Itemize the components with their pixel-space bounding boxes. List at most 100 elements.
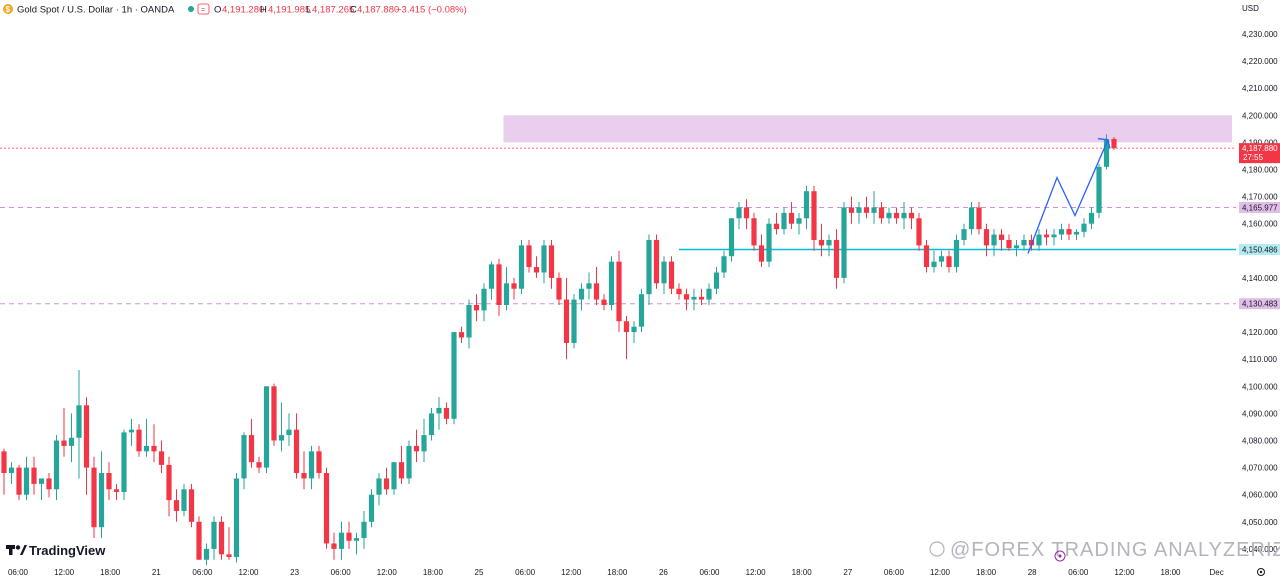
settings-gear-icon[interactable]: [1257, 568, 1265, 576]
candle-body[interactable]: [721, 256, 727, 273]
candle-body[interactable]: [503, 283, 510, 305]
candle-body[interactable]: [241, 435, 247, 479]
candle-body[interactable]: [338, 532, 345, 549]
candle-body[interactable]: [533, 267, 540, 273]
candle-body[interactable]: [796, 218, 802, 224]
candle-body[interactable]: [691, 296, 697, 300]
candle-body[interactable]: [601, 299, 607, 305]
candle-body[interactable]: [166, 464, 172, 501]
candle-body[interactable]: [848, 207, 855, 213]
candle-body[interactable]: [751, 218, 757, 246]
candle-body[interactable]: [413, 445, 420, 452]
candle-body[interactable]: [1058, 229, 1065, 235]
candle-body[interactable]: [1081, 223, 1087, 232]
candle-body[interactable]: [308, 451, 315, 479]
candle-body[interactable]: [98, 473, 105, 528]
symbol-title[interactable]: Gold Spot / U.S. Dollar · 1h · OANDA: [17, 5, 175, 16]
candle-body[interactable]: [991, 234, 997, 246]
candle-body[interactable]: [871, 207, 877, 213]
candle-body[interactable]: [376, 478, 382, 495]
candle-body[interactable]: [248, 435, 255, 463]
candle-body[interactable]: [908, 212, 915, 219]
candle-body[interactable]: [451, 332, 457, 419]
candle-body[interactable]: [706, 288, 712, 300]
candle-body[interactable]: [1096, 166, 1102, 213]
candle-body[interactable]: [781, 212, 787, 230]
candle-body[interactable]: [983, 229, 990, 246]
candle-body[interactable]: [1036, 234, 1042, 246]
candle-body[interactable]: [331, 543, 337, 549]
candle-body[interactable]: [518, 245, 525, 289]
candle-body[interactable]: [53, 440, 60, 490]
candle-body[interactable]: [353, 538, 360, 541]
candle-body[interactable]: [998, 234, 1005, 240]
candle-body[interactable]: [496, 264, 502, 305]
candle-body[interactable]: [226, 554, 232, 558]
candle-body[interactable]: [788, 212, 795, 224]
candle-body[interactable]: [286, 429, 292, 436]
candle-body[interactable]: [428, 413, 435, 436]
candle-body[interactable]: [563, 299, 570, 343]
candle-body[interactable]: [211, 521, 217, 549]
candle-body[interactable]: [526, 245, 532, 268]
candle-body[interactable]: [608, 261, 615, 305]
candle-body[interactable]: [1073, 231, 1080, 235]
event-marker-icon[interactable]: [1054, 550, 1066, 562]
candle-body[interactable]: [38, 478, 45, 484]
candle-body[interactable]: [188, 489, 195, 522]
candle-body[interactable]: [901, 212, 907, 219]
candle-body[interactable]: [1066, 229, 1072, 235]
candle-body[interactable]: [811, 191, 817, 240]
candle-body[interactable]: [661, 261, 667, 284]
candle-body[interactable]: [1111, 138, 1117, 149]
candle-body[interactable]: [878, 207, 885, 219]
candle-body[interactable]: [586, 283, 592, 289]
candle-body[interactable]: [383, 478, 390, 490]
candle-body[interactable]: [1103, 139, 1110, 167]
candle-body[interactable]: [646, 239, 652, 295]
candle-body[interactable]: [278, 435, 285, 441]
candle-body[interactable]: [76, 405, 82, 438]
candle-body[interactable]: [1013, 245, 1020, 249]
candle-body[interactable]: [361, 521, 367, 539]
candle-body[interactable]: [1021, 239, 1027, 246]
candle-body[interactable]: [511, 283, 517, 289]
candle-body[interactable]: [938, 256, 945, 262]
candle-body[interactable]: [218, 521, 225, 555]
candle-body[interactable]: [623, 321, 630, 333]
projection-path[interactable]: [1027, 139, 1109, 254]
candle-body[interactable]: [631, 326, 637, 333]
candle-body[interactable]: [841, 207, 847, 278]
candle-body[interactable]: [31, 467, 37, 484]
candle-body[interactable]: [856, 207, 862, 213]
candle-body[interactable]: [443, 407, 450, 419]
time-axis[interactable]: 06:00 12:00 18:00 21 06:00 12:00 23 06:00 12:00 1…: [8, 568, 1224, 577]
candle-body[interactable]: [68, 437, 75, 446]
candle-body[interactable]: [458, 332, 465, 338]
candle-body[interactable]: [886, 212, 892, 219]
candle-body[interactable]: [301, 473, 307, 479]
candle-body[interactable]: [713, 272, 720, 289]
candle-body[interactable]: [698, 296, 705, 300]
candle-body[interactable]: [368, 494, 375, 522]
candle-body[interactable]: [46, 478, 52, 490]
candle-body[interactable]: [571, 299, 577, 343]
candle-body[interactable]: [976, 207, 982, 230]
candle-body[interactable]: [946, 256, 952, 268]
candle-body[interactable]: [136, 429, 142, 452]
candle-body[interactable]: [316, 451, 322, 474]
candle-body[interactable]: [916, 218, 922, 246]
candle-body[interactable]: [121, 432, 127, 492]
candle-body[interactable]: [196, 521, 202, 560]
candle-body[interactable]: [293, 429, 300, 474]
candle-body[interactable]: [803, 191, 810, 219]
candle-body[interactable]: [181, 489, 187, 511]
candle-body[interactable]: [676, 288, 682, 295]
candle-body[interactable]: [826, 239, 832, 246]
resistance-zone[interactable]: [503, 115, 1233, 143]
candle-body[interactable]: [346, 532, 352, 541]
candle-body[interactable]: [893, 212, 900, 219]
candle-body[interactable]: [173, 500, 180, 511]
candle-body[interactable]: [863, 207, 870, 213]
